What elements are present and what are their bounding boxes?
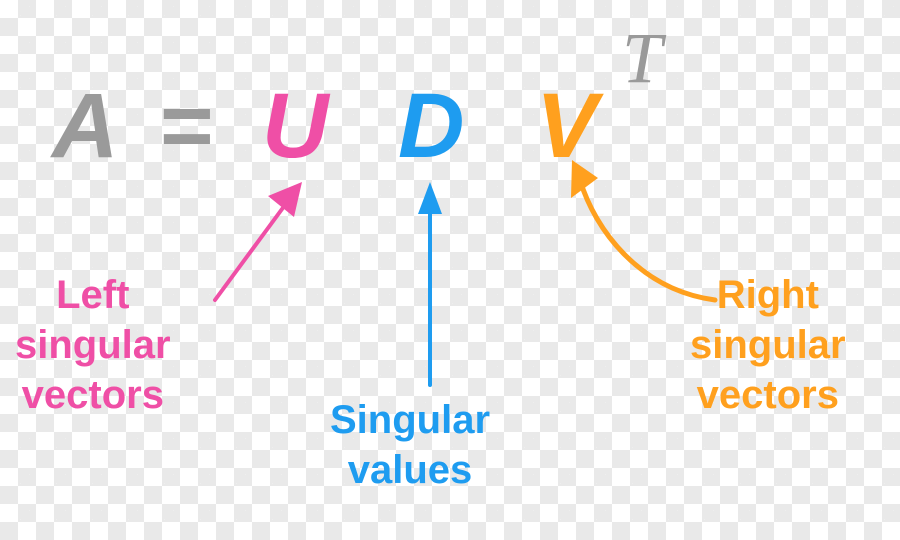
arrow-to-D — [418, 182, 442, 385]
svd-diagram: A = U D V T Left singular vectors Singul… — [0, 0, 900, 540]
arrow-to-V — [571, 160, 715, 300]
arrow-to-U — [215, 182, 302, 300]
arrows-layer — [0, 0, 900, 540]
